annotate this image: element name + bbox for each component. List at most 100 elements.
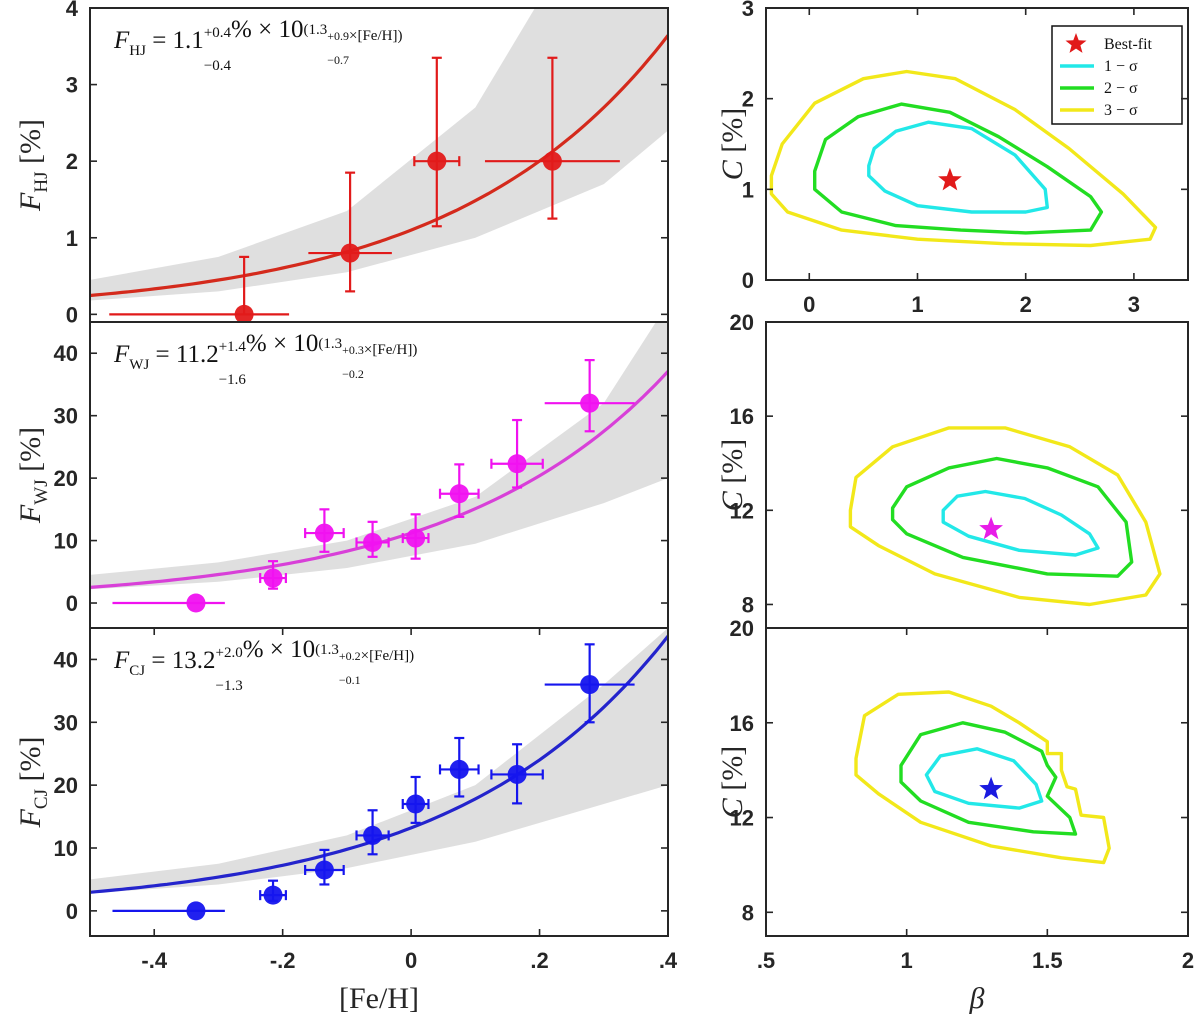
y-tick-label: 8 [742,900,754,925]
data-marker [580,393,600,413]
y-label-unit: [%] [14,427,47,479]
y-tick-label: 20 [730,310,754,335]
annotation-part: % × 10 [231,16,303,43]
y-label-unit: [%] [716,439,749,491]
annotation-part: +0.2 [339,649,361,663]
y-tick-label: 3 [742,0,754,21]
y-axis-label: C [%] [716,439,749,512]
y-tick-label: 20 [54,466,78,491]
data-point [304,508,345,553]
data-marker [580,675,600,695]
fit-annotation: FHJ = 1.1+0.4 −0.4 % × 10(1.3+0.9 −0.7×[Fe/… [113,16,402,74]
annotation-part: −0.2 [342,367,364,381]
legend-label: 3 − σ [1104,102,1138,119]
y-tick-label: 0 [66,591,78,616]
y-label-main: C [716,159,749,180]
annotation-part: = 1.1 [146,27,204,54]
y-axis-label: C [%] [716,108,749,181]
data-point [490,418,544,489]
data-point [112,593,225,613]
contour-1-sigma [867,120,1049,214]
annotation-part: (1.3 [315,642,339,658]
y-tick-label: 30 [54,404,78,429]
annotation-part: = 11.2 [149,341,218,368]
y-tick-label: 12 [730,806,754,831]
y-axis-label: C [%] [716,746,749,819]
data-marker [363,532,383,552]
legend: Best-fit 1 − σ 2 − σ 3 − σ [1051,25,1183,125]
data-point [259,879,287,905]
y-tick-label: 0 [66,302,78,327]
axes-frame [89,627,669,937]
annotation-part: (1.3 [318,336,342,352]
contour-2-sigma [890,456,1134,578]
data-marker [186,901,206,921]
y-tick-label: 0 [66,899,78,924]
contour-1-sigma [941,489,1100,557]
y-axis-label: FCJ [%] [14,737,52,829]
y-label-main: F [14,808,47,828]
annotation-part: −0.1 [339,673,361,687]
data-point [490,743,544,805]
plot-area [769,69,1158,248]
x-tick-label: 3 [1128,292,1140,317]
confidence-band [90,8,668,301]
plot-area [848,426,1162,607]
y-label-main: C [716,490,749,511]
annotation-part: +0.4 [204,25,232,41]
annotation-part: −0.7 [327,53,349,67]
fit-annotation: FWJ = 11.2+1.4 −1.6 % × 10(1.3+0.3 −0.2×[Fe… [113,330,417,388]
x-tick-label: -.4 [141,948,167,973]
data-marker [314,860,334,880]
y-tick-label: 40 [54,647,78,672]
data-marker [542,151,562,171]
x-tick-label: 2 [1182,948,1194,973]
annotation-part: ×[Fe/H]) [349,28,402,44]
x-tick-label: .2 [530,948,548,973]
x-tick-label: .4 [659,948,678,973]
annotation-part: +1.4 [219,339,247,355]
y-label-main: F [14,504,47,524]
y-tick-label: 10 [54,529,78,554]
x-tick-label: .5 [757,948,775,973]
axes-frame [765,627,1189,937]
annotation-part: +0.9 [327,29,349,43]
annotation-part: −1.3 [215,678,242,694]
y-label-unit: [%] [716,108,749,160]
data-point [484,56,620,220]
panel-c-hj: Best-fit 1 − σ 2 − σ 3 − σ 0 1 2 3 0 1 2 3 C [%] [716,0,1189,317]
data-marker [406,528,426,548]
axes-frame [765,321,1189,629]
data-marker [406,794,426,814]
data-point [355,520,390,558]
annotation-part: (1.3 [303,22,327,38]
contour-1-sigma [924,747,1044,810]
legend-label: 1 − σ [1104,58,1138,75]
annotation-part: CJ [129,663,145,679]
data-marker [507,764,527,784]
y-label-main: C [716,797,749,818]
y-label-sub: CJ [31,789,52,809]
contour-2-sigma [899,721,1078,836]
y-tick-label: 10 [54,836,78,861]
y-tick-label: 1 [742,177,754,202]
contour-2-sigma [813,102,1104,235]
plot-area [90,628,668,921]
data-marker [263,885,283,905]
data-point [401,513,430,560]
x-tick-label: 0 [405,948,417,973]
data-point [109,255,290,322]
y-tick-label: 20 [54,773,78,798]
legend-label: 2 − σ [1104,80,1138,97]
data-point [438,463,480,518]
confidence-band [90,628,668,894]
annotation-part: = 13.2 [145,647,215,674]
x-tick-label: 2 [1020,292,1032,317]
data-point [112,901,225,921]
data-point [401,775,430,824]
data-point [355,809,390,856]
y-label-unit: [%] [14,737,47,789]
annotation-part: −0.4 [204,58,232,74]
annotation-part: WJ [129,357,149,373]
confidence-band [90,322,668,590]
